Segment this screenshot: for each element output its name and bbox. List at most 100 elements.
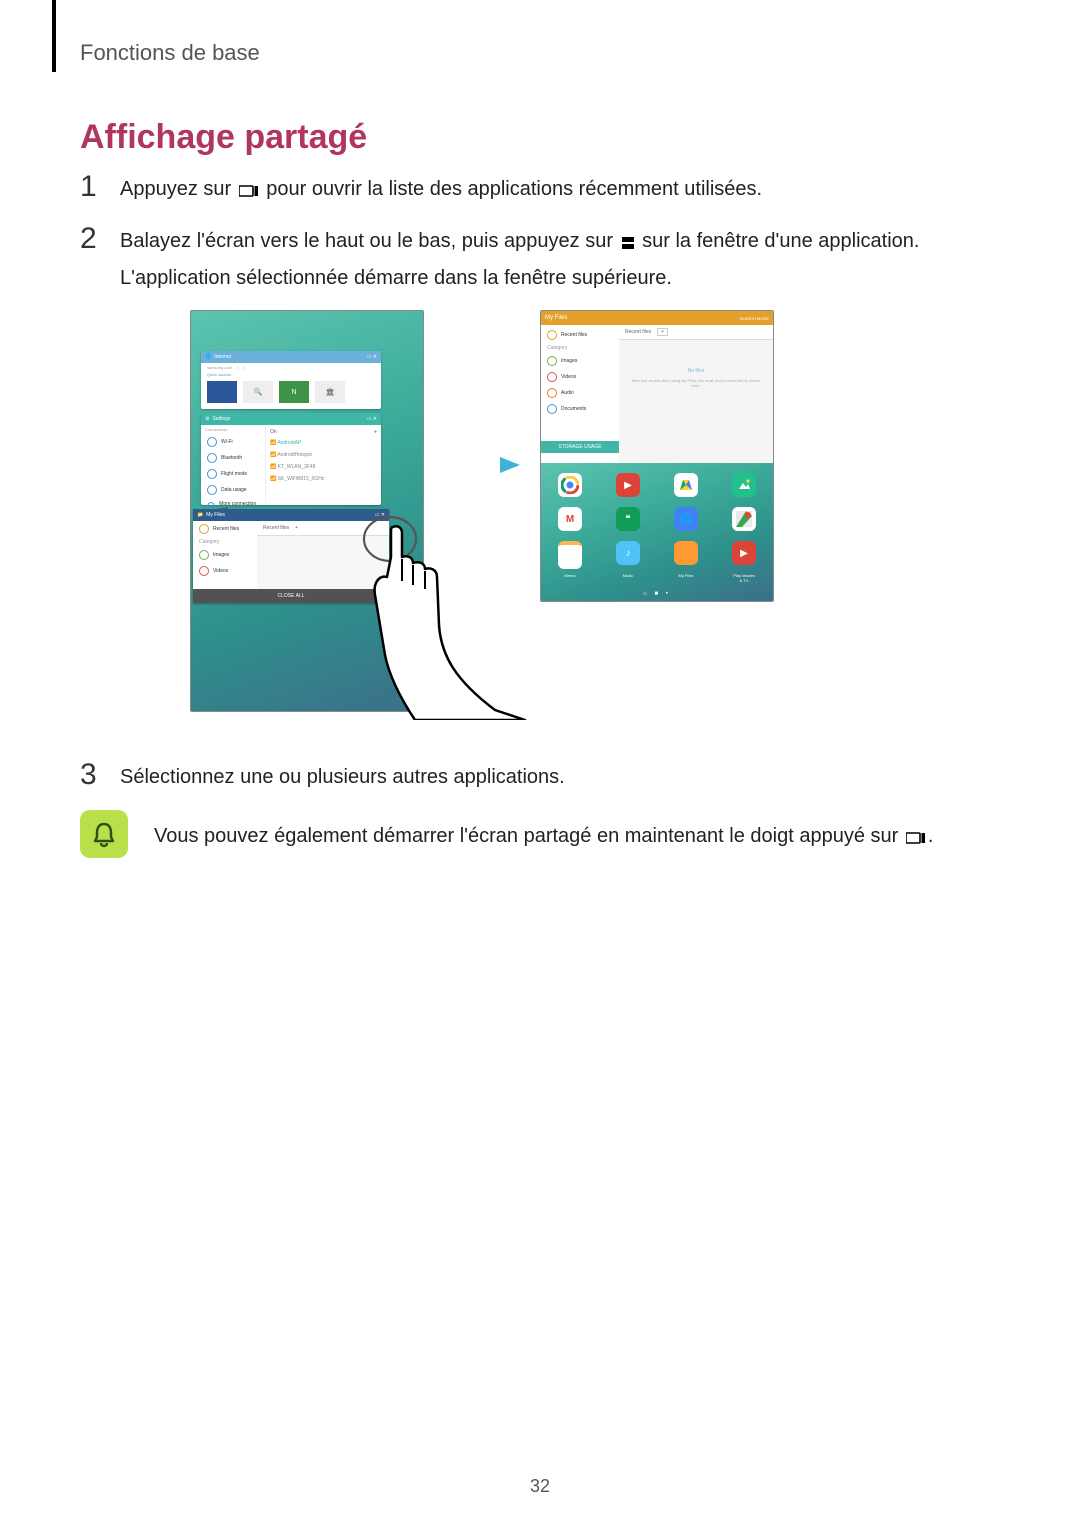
page-number: 32	[530, 1476, 550, 1497]
recents-window-myfiles: 📁My Files ▭ ✕ Recent files Category Imag…	[193, 509, 389, 603]
app-playmovies-icon: ▶	[732, 541, 756, 565]
files-recent: Recent files	[193, 521, 257, 537]
sidebar-item: Videos	[541, 369, 619, 385]
thumb: N	[279, 381, 309, 403]
app-label: Play Movies & TV	[732, 573, 756, 583]
sidebar-recent: Recent files	[541, 327, 619, 343]
step-2-pre: Balayez l'écran vers le haut ou le bas, …	[120, 230, 619, 252]
step-3-text: Sélectionnez une ou plusieurs autres app…	[120, 760, 565, 794]
window-title: Settings	[212, 416, 230, 422]
wifi-item: 📶 KT_WLAN_3F48	[270, 461, 377, 473]
app-row: ♪ ▶	[541, 541, 773, 569]
step-3: 3 Sélectionnez une ou plusieurs autres a…	[80, 760, 1000, 794]
app-gmail-icon: M	[558, 507, 582, 531]
settings-item: Wi-Fi	[201, 434, 265, 450]
page-title: Affichage partagé	[80, 118, 367, 157]
step-1: 1 Appuyez sur pour ouvrir la liste des a…	[80, 172, 1000, 209]
sidebar-item: Audio	[541, 385, 619, 401]
window-title: Internet	[214, 354, 231, 360]
note-block: Vous pouvez également démarrer l'écran p…	[80, 810, 1000, 858]
step-number: 1	[80, 172, 104, 202]
note-icon	[80, 810, 128, 858]
split-icon	[621, 227, 635, 261]
recents-window-settings: ⚙Settings ▭ ✕ Connections Wi-Fi Bluetoot…	[201, 413, 381, 505]
step-number: 3	[80, 760, 104, 790]
figure: 🌐Internet ▭ ✕ samsung.com < > Quick acce…	[190, 310, 890, 720]
settings-item: Data usage	[201, 482, 265, 498]
app-hangouts-icon: ❝	[616, 507, 640, 531]
app-memo-icon	[558, 541, 582, 569]
window-header: 🌐Internet ▭ ✕	[201, 351, 381, 363]
wifi-item: 📶 AndroidHotspot	[270, 449, 377, 461]
sidebar-item: Images	[541, 353, 619, 369]
thumb: 🏛	[315, 381, 345, 403]
no-files-msg: No files	[619, 368, 773, 374]
myfiles-actions: SEARCH MORE	[739, 316, 769, 321]
files-item: Images	[193, 547, 257, 563]
screenshot-right: My Files SEARCH MORE Recent files Catego…	[540, 310, 774, 602]
window-controls: ▭ ✕	[367, 416, 377, 422]
app-gallery-icon	[732, 473, 756, 497]
myfiles-header: My Files SEARCH MORE	[541, 311, 773, 325]
app-youtube-icon: ▶	[616, 473, 640, 497]
no-files-sub: After you access files using My Files, t…	[619, 378, 773, 388]
browser-toolbar: samsung.com < >	[201, 363, 381, 372]
window-controls: ▭ ✕	[367, 354, 377, 360]
files-item: Videos	[193, 563, 257, 579]
app-grid: ▶ M ❝ 🌐	[541, 463, 773, 601]
thumb	[207, 381, 237, 403]
myfiles-main: Recent files + No files After you access…	[619, 325, 773, 463]
myfiles-tab: Recent files +	[619, 325, 773, 340]
step-1-text: Appuyez sur pour ouvrir la liste des app…	[120, 172, 762, 209]
globe-icon: 🌐	[205, 354, 211, 360]
app-label: Memo	[558, 573, 582, 583]
sidebar-category-label: Category	[541, 343, 619, 353]
note-post: .	[928, 825, 934, 847]
folder-icon: 📁	[197, 512, 203, 518]
app-drive-icon	[674, 473, 698, 497]
myfiles-sidebar: Recent files Category Images Videos Audi…	[541, 325, 619, 453]
settings-section: Connections	[201, 425, 265, 434]
files-tab: Recent files+	[257, 521, 389, 536]
window-header: 📁My Files ▭ ✕	[193, 509, 389, 521]
window-controls: ▭ ✕	[375, 512, 385, 518]
screenshot-left: 🌐Internet ▭ ✕ samsung.com < > Quick acce…	[190, 310, 424, 712]
app-row: ▶	[541, 473, 773, 497]
page-indicator: ⌂ ■ •	[541, 591, 773, 597]
myfiles-pane: My Files SEARCH MORE Recent files Catego…	[541, 311, 773, 463]
app-row: M ❝ 🌐	[541, 507, 773, 531]
wifi-item: 📶 SK_WiFiB815_5GHz	[270, 473, 377, 485]
step-1-pre: Appuyez sur	[120, 178, 237, 200]
window-header: ⚙Settings ▭ ✕	[201, 413, 381, 425]
bell-icon	[89, 819, 119, 849]
app-label: Music	[616, 573, 640, 583]
step-number: 2	[80, 224, 104, 254]
wifi-item: 📶 AndroidAP	[270, 437, 377, 449]
sidebar-item: Documents	[541, 401, 619, 417]
recents-window-internet: 🌐Internet ▭ ✕ samsung.com < > Quick acce…	[201, 351, 381, 409]
note-pre: Vous pouvez également démarrer l'écran p…	[154, 825, 904, 847]
recents-icon	[239, 175, 259, 209]
files-category-label: Category	[193, 537, 257, 547]
browser-thumbs: 🔍 N 🏛	[201, 377, 381, 407]
recents-icon	[906, 823, 926, 855]
myfiles-title: My Files	[545, 315, 567, 321]
app-maps-icon	[732, 507, 756, 531]
app-music-icon: ♪	[616, 541, 640, 565]
arrow-icon	[440, 455, 522, 475]
window-title: My Files	[206, 512, 225, 518]
app-chrome-icon	[558, 473, 582, 497]
settings-item: Flight mode	[201, 466, 265, 482]
step-1-post: pour ouvrir la liste des applications ré…	[266, 178, 762, 200]
close-all-bar: CLOSE ALL	[193, 589, 389, 603]
app-internet-icon: 🌐	[674, 507, 698, 531]
settings-item: Bluetooth	[201, 450, 265, 466]
app-labels: Memo Music My Files Play Movies & TV	[541, 573, 773, 583]
gear-icon: ⚙	[205, 416, 209, 422]
step-2: 2 Balayez l'écran vers le haut ou le bas…	[80, 224, 1000, 295]
app-label: My Files	[674, 573, 698, 583]
header-accent-bar	[52, 0, 56, 72]
section-header: Fonctions de base	[80, 40, 260, 66]
step-2-text: Balayez l'écran vers le haut ou le bas, …	[120, 224, 1000, 295]
note-text: Vous pouvez également démarrer l'écran p…	[154, 810, 933, 855]
